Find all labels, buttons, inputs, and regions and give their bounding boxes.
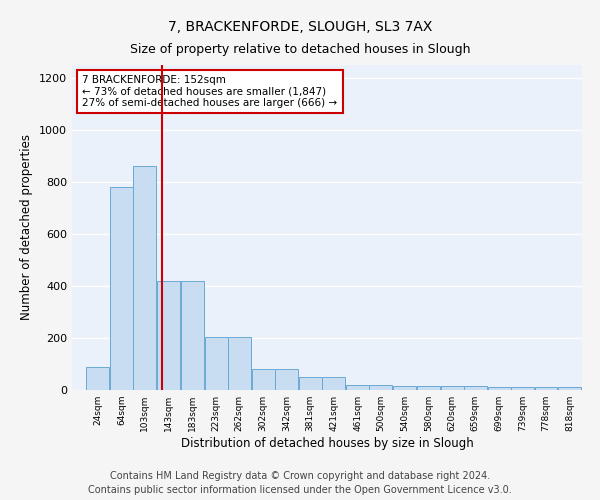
Bar: [535, 388, 557, 390]
Bar: [346, 385, 369, 390]
Bar: [440, 386, 464, 390]
Text: 7, BRACKENFORDE, SLOUGH, SL3 7AX: 7, BRACKENFORDE, SLOUGH, SL3 7AX: [168, 20, 432, 34]
Bar: [370, 385, 392, 390]
Text: 7 BRACKENFORDE: 152sqm
← 73% of detached houses are smaller (1,847)
27% of semi-: 7 BRACKENFORDE: 152sqm ← 73% of detached…: [82, 74, 337, 108]
Bar: [133, 166, 156, 390]
Bar: [275, 369, 298, 390]
X-axis label: Distribution of detached houses by size in Slough: Distribution of detached houses by size …: [181, 437, 473, 450]
Bar: [299, 377, 322, 390]
Bar: [86, 366, 109, 390]
Text: Size of property relative to detached houses in Slough: Size of property relative to detached ho…: [130, 42, 470, 56]
Bar: [417, 386, 440, 390]
Bar: [110, 187, 133, 390]
Bar: [511, 388, 534, 390]
Bar: [322, 377, 345, 390]
Bar: [464, 386, 487, 390]
Bar: [205, 336, 227, 390]
Bar: [157, 281, 180, 390]
Bar: [559, 388, 581, 390]
Bar: [181, 281, 204, 390]
Y-axis label: Number of detached properties: Number of detached properties: [20, 134, 34, 320]
Bar: [393, 386, 416, 390]
Text: Contains HM Land Registry data © Crown copyright and database right 2024.
Contai: Contains HM Land Registry data © Crown c…: [88, 471, 512, 495]
Bar: [488, 388, 511, 390]
Bar: [228, 336, 251, 390]
Bar: [251, 369, 275, 390]
